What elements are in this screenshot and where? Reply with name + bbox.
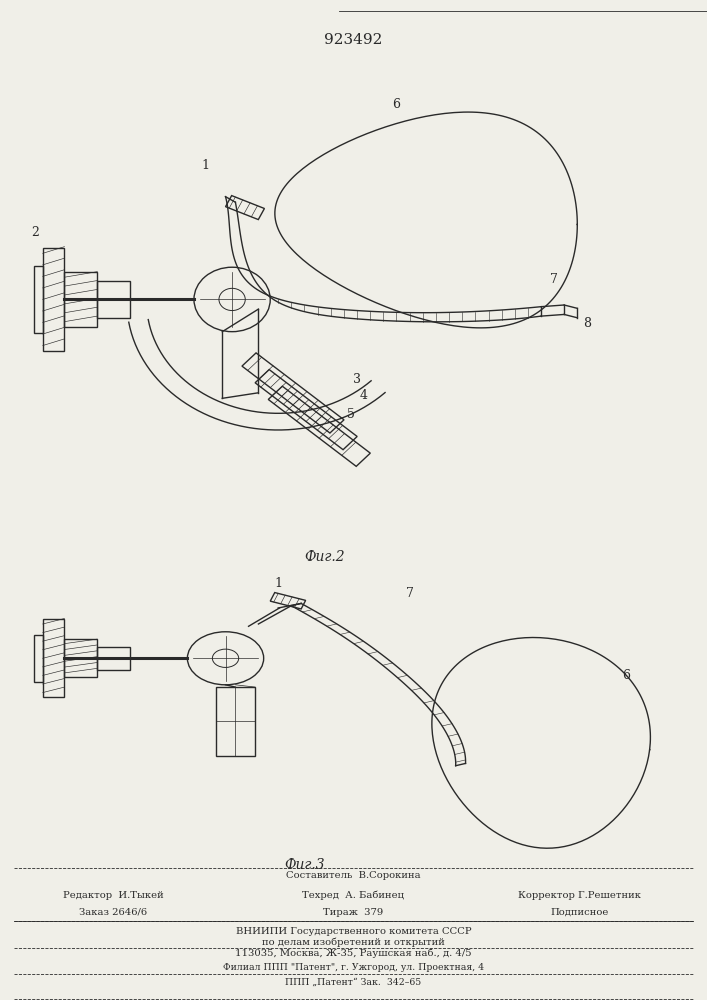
Text: Фиг.3: Фиг.3 xyxy=(284,858,325,872)
Text: Фиг.2: Фиг.2 xyxy=(304,550,344,564)
Text: Техред  А. Бабинец: Техред А. Бабинец xyxy=(303,891,404,900)
Text: Составитель  В.Сорокина: Составитель В.Сорокина xyxy=(286,871,421,880)
Text: 5: 5 xyxy=(346,408,354,421)
Text: Филиал ППП "Патент", г. Ужгород, ул. Проектная, 4: Филиал ППП "Патент", г. Ужгород, ул. Про… xyxy=(223,963,484,972)
Text: 3: 3 xyxy=(353,373,361,386)
Text: 7: 7 xyxy=(550,273,559,286)
Text: 7: 7 xyxy=(406,587,414,600)
Text: по делам изобретений и открытий: по делам изобретений и открытий xyxy=(262,937,445,947)
Text: 8: 8 xyxy=(583,317,591,330)
Text: 6: 6 xyxy=(392,98,400,111)
Text: Тираж  379: Тираж 379 xyxy=(323,908,384,917)
Text: 1: 1 xyxy=(274,577,282,590)
Text: 6: 6 xyxy=(623,669,631,682)
Text: 2: 2 xyxy=(31,226,39,239)
Text: ППП „Патент“ Зак.  342–65: ППП „Патент“ Зак. 342–65 xyxy=(286,978,421,987)
Text: 1: 1 xyxy=(201,159,210,172)
Text: Корректор Г.Решетник: Корректор Г.Решетник xyxy=(518,891,641,900)
Text: Подписное: Подписное xyxy=(551,908,609,917)
Text: 923492: 923492 xyxy=(325,33,382,47)
Text: Заказ 2646/6: Заказ 2646/6 xyxy=(79,908,147,917)
Text: 113035, Москва, Ж-35, Раушская наб., д. 4/5: 113035, Москва, Ж-35, Раушская наб., д. … xyxy=(235,948,472,958)
Text: ВНИИПИ Государственного комитета СССР: ВНИИПИ Государственного комитета СССР xyxy=(235,927,472,936)
Text: 4: 4 xyxy=(360,389,368,402)
Text: Редактор  И.Тыкей: Редактор И.Тыкей xyxy=(63,891,163,900)
